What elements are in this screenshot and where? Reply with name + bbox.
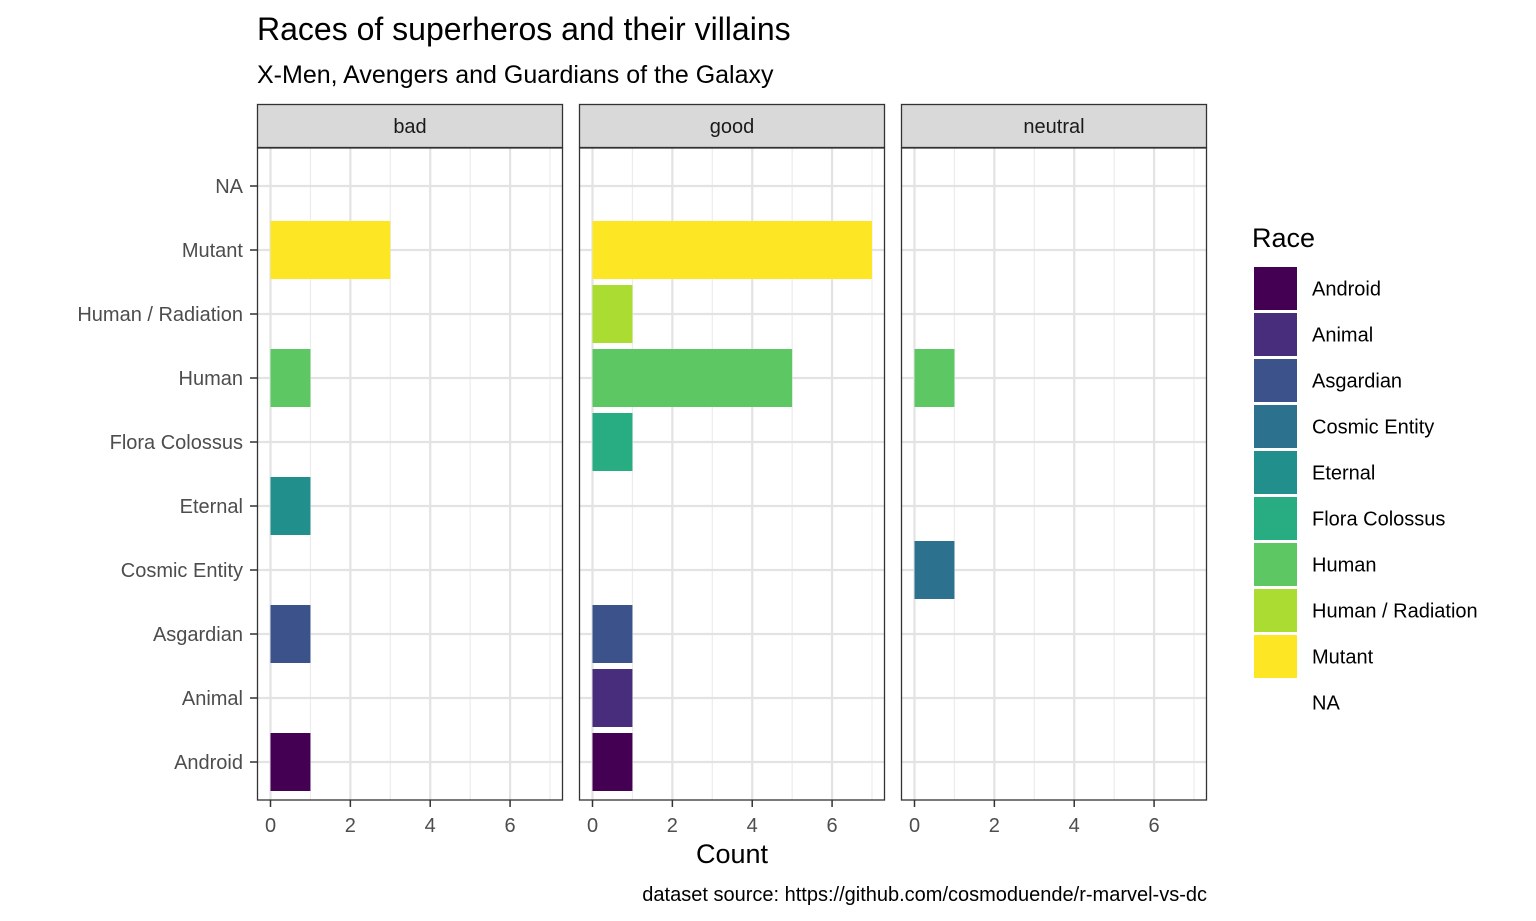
legend-label: NA (1312, 693, 1340, 715)
legend-item-animal: Animal (1254, 313, 1373, 356)
facet-panel-good: good 0 2 4 6 (578, 103, 886, 837)
facet-strip-label: bad (393, 116, 426, 138)
x-tick-label: 2 (345, 815, 356, 837)
facet-strip (900, 103, 1208, 149)
x-tick-label: 4 (425, 815, 436, 837)
bar-bad-human (270, 349, 311, 407)
legend-swatch (1254, 405, 1297, 448)
legend-label: Eternal (1312, 463, 1375, 485)
bar-bad-android (270, 733, 311, 791)
legend-label: Cosmic Entity (1312, 417, 1434, 439)
y-tick-label: Human (179, 368, 243, 390)
legend-title: Race (1252, 223, 1315, 253)
bar-good-human (592, 349, 793, 407)
bar-neutral-human (914, 349, 955, 407)
bar-good-animal (592, 669, 633, 727)
legend-item-android: Android (1254, 267, 1381, 310)
legend-label: Animal (1312, 325, 1373, 347)
y-tick-label: NA (215, 176, 243, 198)
x-tick-label: 2 (989, 815, 1000, 837)
bar-bad-eternal (270, 477, 311, 535)
chart-subtitle: X-Men, Avengers and Guardians of the Gal… (257, 61, 774, 89)
legend-swatch (1254, 497, 1297, 540)
facet-strip-label: neutral (1023, 116, 1084, 138)
legend-item-na: NA (1312, 693, 1340, 715)
bar-good-flora-colossus (592, 413, 633, 471)
x-tick-label: 6 (1149, 815, 1160, 837)
bar-good-human-radiation (592, 285, 633, 343)
legend-swatch (1254, 635, 1297, 678)
chart-title: Races of superheros and their villains (257, 11, 791, 47)
y-tick-label: Mutant (182, 240, 244, 262)
x-tick-label: 4 (747, 815, 758, 837)
x-tick-label: 0 (265, 815, 276, 837)
facet-panel-neutral: neutral 0 2 4 6 (900, 103, 1208, 837)
facet-strip (578, 103, 886, 149)
legend-swatch (1254, 589, 1297, 632)
bar-bad-mutant (270, 221, 391, 279)
chart-caption: dataset source: https://github.com/cosmo… (642, 884, 1207, 906)
legend: Race Android Animal Asgardian Cosmic Entity… (1252, 223, 1478, 715)
legend-item-mutant: Mutant (1254, 635, 1374, 678)
legend-label: Human / Radiation (1312, 601, 1478, 623)
legend-item-asgardian: Asgardian (1254, 359, 1402, 402)
legend-swatch (1254, 267, 1297, 310)
bar-bad-asgardian (270, 605, 311, 663)
panel-background (901, 148, 1207, 800)
legend-swatch (1254, 313, 1297, 356)
legend-label: Human (1312, 555, 1376, 577)
legend-swatch (1254, 543, 1297, 586)
bar-good-mutant (592, 221, 873, 279)
legend-item-flora-colossus: Flora Colossus (1254, 497, 1445, 540)
legend-label: Asgardian (1312, 371, 1402, 393)
y-tick-label: Animal (182, 688, 243, 710)
legend-item-human: Human (1254, 543, 1376, 586)
x-tick-label: 6 (827, 815, 838, 837)
legend-label: Flora Colossus (1312, 509, 1445, 531)
x-tick-label: 4 (1069, 815, 1080, 837)
facet-strip (256, 103, 564, 149)
y-axis: Android Animal Asgardian Cosmic Entity Etern… (77, 176, 257, 774)
legend-swatch (1254, 359, 1297, 402)
x-tick-label: 0 (587, 815, 598, 837)
bar-good-android (592, 733, 633, 791)
y-tick-label: Eternal (180, 496, 243, 518)
legend-swatch (1254, 451, 1297, 494)
y-tick-label: Android (174, 752, 243, 774)
bar-good-asgardian (592, 605, 633, 663)
x-axis-title: Count (696, 839, 769, 869)
bar-neutral-cosmic-entity (914, 541, 955, 599)
y-tick-label: Asgardian (153, 624, 243, 646)
x-tick-label: 0 (909, 815, 920, 837)
legend-label: Mutant (1312, 647, 1374, 669)
x-tick-label: 6 (505, 815, 516, 837)
y-tick-label: Human / Radiation (77, 304, 243, 326)
x-tick-label: 2 (667, 815, 678, 837)
y-tick-label: Cosmic Entity (121, 560, 243, 582)
legend-label: Android (1312, 279, 1381, 301)
legend-item-eternal: Eternal (1254, 451, 1375, 494)
legend-item-cosmic-entity: Cosmic Entity (1254, 405, 1434, 448)
legend-item-human-radiation: Human / Radiation (1254, 589, 1478, 632)
facet-panels: bad 0 2 4 6 good 0 2 4 6 neutral 0 2 4 6 (256, 103, 1208, 837)
y-tick-label: Flora Colossus (110, 432, 243, 454)
facet-panel-bad: bad 0 2 4 6 (256, 103, 564, 837)
facet-strip-label: good (710, 116, 755, 138)
